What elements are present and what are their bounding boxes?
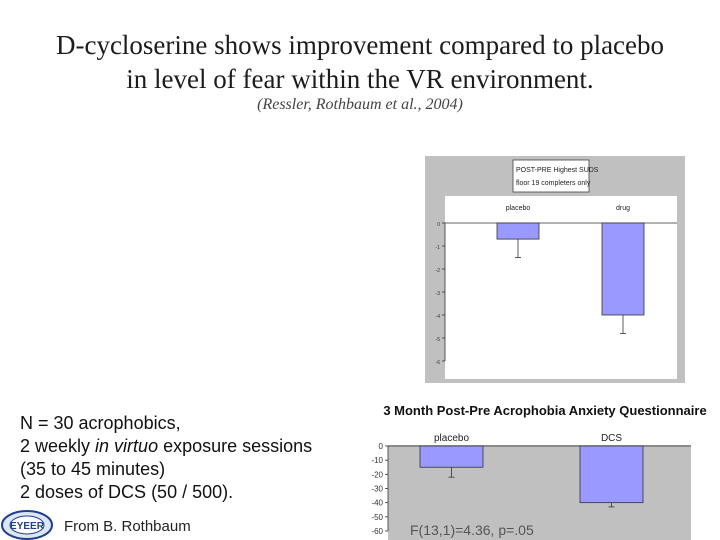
credit: From B. Rothbaum bbox=[64, 518, 191, 535]
category-label: DCS bbox=[601, 433, 622, 444]
y-tick-label: -40 bbox=[371, 499, 383, 508]
bar bbox=[496, 222, 540, 240]
eyeer-logo: EYEER bbox=[1, 510, 53, 540]
slide-title: D-cycloserine shows improvement compared… bbox=[0, 28, 720, 96]
y-tick-label: -30 bbox=[371, 485, 383, 494]
suds-chart: POST-PRE Highest SUDS floor 19 completer… bbox=[425, 156, 685, 383]
note-sample: N = 30 acrophobics, bbox=[20, 413, 181, 433]
y-tick-label: -3 bbox=[436, 291, 441, 297]
bar bbox=[601, 222, 645, 316]
y-tick-label: 0 bbox=[379, 442, 384, 451]
citation: (Ressler, Rothbaum et al., 2004) bbox=[257, 96, 463, 113]
chart-title-box bbox=[512, 159, 590, 193]
note-doses: 2 doses of DCS (50 / 500). bbox=[20, 482, 234, 502]
title-line-2: in level of fear within the VR environme… bbox=[126, 64, 594, 94]
note-duration: (35 to 45 minutes) bbox=[20, 459, 166, 479]
aaq-chart: 0 -10 -20 -30 -40 -50 -60 placebo DCS F(13,1)=4… bbox=[371, 433, 691, 540]
bar bbox=[579, 445, 644, 504]
study-notes: N = 30 acrophobics, 2 weekly in virtuo e… bbox=[20, 412, 312, 504]
title-line-1: D-cycloserine shows improvement compared… bbox=[55, 30, 665, 60]
y-tick-label: -60 bbox=[371, 527, 383, 536]
y-tick-label: -5 bbox=[436, 337, 441, 343]
y-tick-label: -1 bbox=[436, 245, 441, 251]
aaq-chart-title: 3 Month Post-Pre Acrophobia Anxiety Ques… bbox=[383, 403, 707, 418]
y-tick-label: -2 bbox=[436, 268, 441, 274]
note-sessions-italic: in virtuo bbox=[95, 436, 159, 456]
chart-title: POST-PRE Highest SUDS bbox=[516, 167, 599, 174]
y-tick-label: 0 bbox=[437, 222, 440, 228]
note-sessions-prefix: 2 weekly bbox=[20, 436, 96, 456]
y-tick-label: -10 bbox=[371, 456, 383, 465]
note-sessions: 2 weekly in virtuo exposure sessions bbox=[20, 435, 312, 458]
stats-annotation: F(13,1)=4.36, p=.05 bbox=[410, 522, 534, 538]
bar bbox=[419, 445, 484, 468]
y-tick-label: -6 bbox=[436, 360, 441, 366]
y-tick-label: -20 bbox=[371, 470, 383, 479]
chart-subtitle: floor 19 completers only bbox=[516, 180, 591, 187]
category-label: placebo bbox=[434, 433, 469, 444]
note-sessions-suffix: exposure sessions bbox=[158, 436, 313, 456]
y-tick-label: -4 bbox=[436, 314, 441, 320]
category-label: drug bbox=[616, 205, 630, 212]
y-tick-label: -50 bbox=[371, 513, 383, 522]
logo-text: EYEER bbox=[10, 521, 45, 532]
category-label: placebo bbox=[506, 205, 531, 212]
